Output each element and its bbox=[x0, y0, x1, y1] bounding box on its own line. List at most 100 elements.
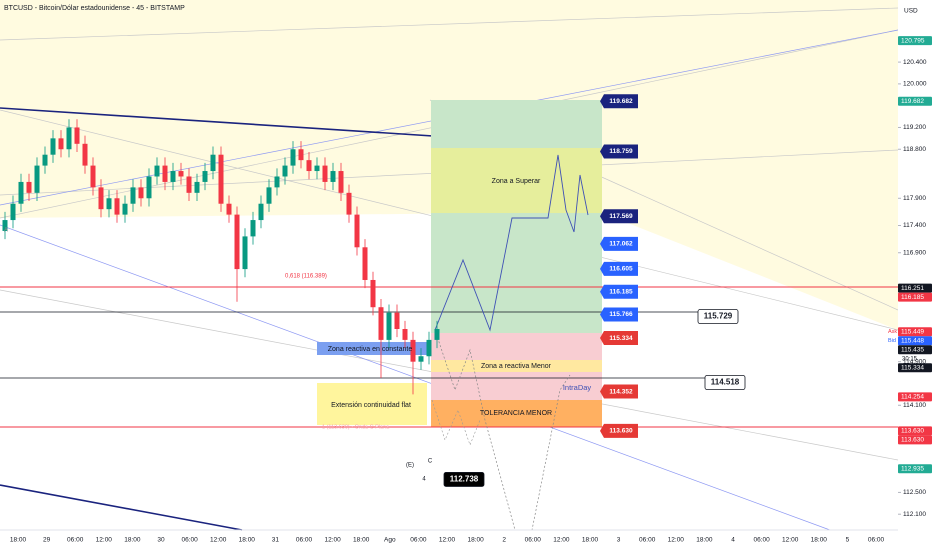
candles bbox=[2, 119, 440, 395]
target-tag bbox=[600, 423, 638, 438]
candle-body bbox=[130, 187, 136, 204]
candle-body bbox=[402, 329, 408, 340]
candle-body bbox=[106, 198, 112, 210]
x-tick-label: 12:00 bbox=[439, 537, 456, 544]
candle-body bbox=[434, 329, 440, 340]
y-tick-label: 117.900 bbox=[903, 195, 926, 202]
candle-body bbox=[170, 171, 176, 182]
price-tag bbox=[898, 435, 932, 445]
target-tag-label: 116.605 bbox=[609, 266, 633, 273]
candle-body bbox=[138, 187, 144, 199]
x-tick-label: 18:00 bbox=[582, 537, 599, 544]
candle-body bbox=[338, 171, 344, 193]
x-tick-label: 31 bbox=[272, 537, 280, 544]
candle-body bbox=[42, 154, 48, 166]
candle-body bbox=[394, 312, 400, 330]
candle-body bbox=[218, 154, 224, 204]
y-tick-label: 112.500 bbox=[903, 489, 926, 496]
x-tick-label: 06:00 bbox=[753, 537, 770, 544]
x-tick-label: 06:00 bbox=[868, 537, 885, 544]
x-tick-label: 30 bbox=[157, 537, 165, 544]
candle-body bbox=[346, 192, 352, 215]
price-tag bbox=[898, 36, 932, 46]
x-tick-label: 06:00 bbox=[525, 537, 542, 544]
x-tick-label: 29 bbox=[43, 537, 51, 544]
candle-body bbox=[306, 160, 312, 172]
zone-label: Zona a Superar bbox=[492, 178, 541, 185]
price-tag-label: 113.630 bbox=[901, 428, 924, 435]
y-tick-label: 119.200 bbox=[903, 124, 926, 131]
candle-body bbox=[386, 312, 392, 340]
candle-body bbox=[146, 176, 152, 199]
x-tick-label: 2 bbox=[502, 537, 506, 544]
price-tag-label: 113.630 bbox=[901, 437, 924, 444]
target-tag bbox=[600, 209, 638, 224]
x-tick-label: 4 bbox=[731, 537, 735, 544]
candle-body bbox=[202, 171, 208, 182]
candle-body bbox=[258, 203, 264, 221]
x-tick-label: 12:00 bbox=[324, 537, 341, 544]
price-tag-label: 115.448 bbox=[901, 337, 924, 344]
target-tag bbox=[600, 331, 638, 346]
bid-label: Bid bbox=[888, 338, 896, 344]
y-tick-label: 117.400 bbox=[903, 222, 926, 229]
currency: USD bbox=[904, 8, 918, 15]
price-tag-label: 116.185 bbox=[901, 294, 924, 301]
price-tag bbox=[898, 96, 932, 106]
callout-label: 114.518 bbox=[711, 378, 740, 387]
candle-body bbox=[354, 214, 360, 248]
x-tick-label: Ago bbox=[384, 537, 396, 544]
candle-body bbox=[58, 138, 64, 150]
candle-body bbox=[226, 203, 232, 215]
candle-body bbox=[290, 149, 296, 166]
price-axis bbox=[898, 0, 932, 550]
candle-body bbox=[114, 198, 120, 215]
target-tag-label: 119.682 bbox=[609, 98, 633, 105]
fib-label: 0,618 (116.389) bbox=[285, 274, 327, 280]
candle-body bbox=[266, 187, 272, 204]
candle-body bbox=[162, 165, 168, 182]
candle-body bbox=[330, 171, 336, 182]
x-tick-label: 12:00 bbox=[553, 537, 570, 544]
candle-body bbox=[370, 279, 376, 308]
zone-label: Zona a reactiva Menor bbox=[481, 363, 552, 370]
candle-body bbox=[74, 127, 80, 144]
zone-label: Extensión continuidad flat bbox=[331, 402, 411, 409]
price-tag-label: 116.251 bbox=[901, 285, 924, 292]
support-line bbox=[0, 484, 243, 531]
price-tag-label: 114.254 bbox=[901, 394, 924, 401]
chart-title: BTCUSD - Bitcoin/Dólar estadounidense - … bbox=[4, 5, 185, 12]
candle-body bbox=[426, 339, 432, 357]
candle-body bbox=[194, 181, 200, 193]
x-tick-label: 06:00 bbox=[67, 537, 84, 544]
target-tag bbox=[600, 284, 638, 299]
candle-body bbox=[242, 236, 248, 270]
price-tag bbox=[898, 327, 932, 337]
candle-body bbox=[90, 165, 96, 188]
candle-body bbox=[186, 176, 192, 193]
candle-body bbox=[234, 214, 240, 270]
target-tag-label: 115.766 bbox=[609, 311, 633, 318]
candle-body bbox=[418, 356, 424, 362]
candle-body bbox=[66, 127, 72, 150]
x-tick-label: 12:00 bbox=[96, 537, 113, 544]
x-tick-label: 3 bbox=[617, 537, 621, 544]
zone-up bbox=[431, 148, 602, 213]
x-tick-label: 12:00 bbox=[782, 537, 799, 544]
target-tag-label: 118.759 bbox=[609, 148, 633, 155]
price-tag bbox=[898, 283, 932, 293]
ask-label: Ask bbox=[888, 329, 897, 335]
price-tag bbox=[898, 464, 932, 474]
callout-label: 115.729 bbox=[704, 312, 733, 321]
candle-body bbox=[34, 165, 40, 193]
target-tag bbox=[600, 94, 638, 109]
x-tick-label: 18:00 bbox=[124, 537, 141, 544]
candle-body bbox=[362, 247, 368, 280]
x-tick-label: 18:00 bbox=[696, 537, 713, 544]
wave-mark: C bbox=[428, 459, 433, 465]
x-tick-label: 06:00 bbox=[410, 537, 427, 544]
candle-body bbox=[10, 203, 16, 221]
target-tag bbox=[600, 307, 638, 322]
wave-mark: (E) bbox=[406, 463, 414, 469]
